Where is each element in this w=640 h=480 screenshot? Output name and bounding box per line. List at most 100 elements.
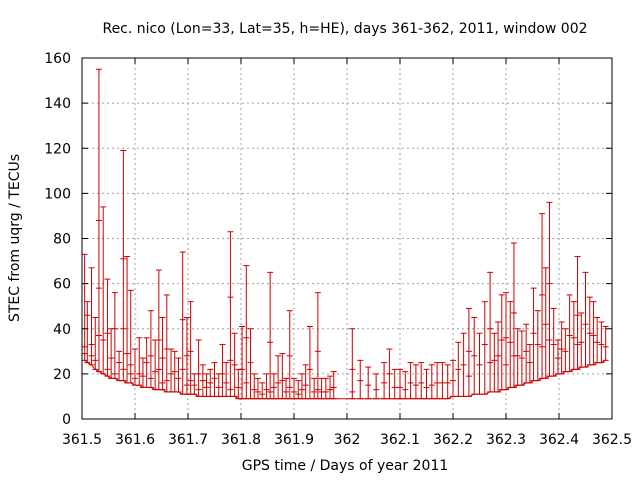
error-bar bbox=[566, 294, 573, 373]
error-bar bbox=[191, 373, 198, 395]
y-axis-label: STEC from uqrg / TECUs bbox=[7, 154, 23, 322]
x-tick-label: 362 bbox=[334, 432, 361, 448]
lower-envelope-line bbox=[84, 359, 606, 400]
error-bar bbox=[434, 362, 441, 400]
x-tick-label: 362.2 bbox=[433, 432, 473, 448]
error-bar bbox=[227, 231, 234, 397]
error-bar bbox=[235, 368, 242, 400]
error-bar bbox=[219, 344, 226, 397]
error-bar bbox=[546, 201, 553, 377]
error-bar bbox=[100, 206, 107, 375]
x-tick-label: 361.5 bbox=[62, 432, 102, 448]
error-bar bbox=[104, 278, 111, 377]
error-bars bbox=[81, 68, 609, 400]
error-bar bbox=[407, 362, 414, 400]
error-bar bbox=[254, 377, 261, 400]
error-bar bbox=[586, 296, 593, 366]
error-bar bbox=[267, 271, 274, 400]
error-bar bbox=[498, 294, 505, 391]
error-bar bbox=[373, 373, 380, 400]
error-bar bbox=[439, 362, 446, 400]
error-bar bbox=[507, 301, 514, 388]
x-axis-ticks: 361.5 361.6 361.7 361.8 361.9 362 362.1 362.2 36… bbox=[62, 58, 632, 448]
error-bar bbox=[243, 265, 250, 400]
error-bar bbox=[286, 310, 293, 400]
error-bar bbox=[147, 310, 154, 388]
error-bar bbox=[514, 328, 521, 386]
error-bar bbox=[402, 371, 409, 400]
y-tick-label: 140 bbox=[44, 96, 71, 112]
error-bar bbox=[283, 377, 290, 400]
error-bar bbox=[412, 364, 419, 400]
error-bar bbox=[120, 150, 127, 382]
error-bar bbox=[495, 321, 502, 393]
error-bar bbox=[132, 348, 138, 386]
error-bar bbox=[602, 325, 609, 361]
error-bar bbox=[594, 316, 601, 364]
x-tick-label: 362.4 bbox=[539, 432, 579, 448]
x-axis-label: GPS time / Days of year 2011 bbox=[242, 458, 449, 474]
y-tick-label: 20 bbox=[53, 367, 71, 383]
error-bar bbox=[275, 355, 282, 400]
error-bar bbox=[263, 373, 270, 400]
y-tick-label: 60 bbox=[53, 277, 71, 293]
error-bar bbox=[481, 301, 488, 395]
y-tick-label: 0 bbox=[62, 412, 71, 428]
error-bar bbox=[179, 251, 186, 395]
error-bar bbox=[92, 316, 99, 370]
error-bar bbox=[450, 359, 456, 397]
error-bar bbox=[163, 294, 170, 393]
x-tick-label: 361.9 bbox=[274, 432, 314, 448]
x-tick-label: 361.8 bbox=[221, 432, 261, 448]
y-tick-label: 160 bbox=[44, 51, 71, 67]
error-bar bbox=[582, 271, 589, 368]
error-bar bbox=[116, 350, 123, 382]
error-bar bbox=[534, 310, 541, 382]
error-bar-marks bbox=[81, 219, 609, 395]
chart-title: Rec. nico (Lon=33, Lat=35, h=HE), days 3… bbox=[102, 21, 587, 37]
error-bar bbox=[215, 373, 222, 397]
x-tick-label: 361.7 bbox=[168, 432, 208, 448]
error-bar bbox=[578, 312, 585, 368]
error-bar bbox=[251, 373, 258, 400]
error-bar bbox=[530, 287, 537, 382]
error-bar bbox=[550, 307, 557, 377]
error-bar bbox=[127, 289, 134, 384]
error-bar bbox=[476, 332, 483, 395]
error-bar bbox=[444, 364, 451, 400]
y-tick-label: 120 bbox=[44, 141, 71, 157]
error-bar bbox=[223, 362, 230, 397]
error-bar bbox=[108, 328, 115, 379]
error-bar bbox=[152, 339, 159, 391]
x-tick-label: 362.5 bbox=[592, 432, 632, 448]
error-bar bbox=[418, 362, 425, 400]
error-bar bbox=[259, 382, 266, 400]
error-bar bbox=[88, 267, 95, 366]
grid-lines bbox=[82, 58, 612, 419]
error-bar bbox=[526, 344, 533, 384]
error-bar bbox=[211, 362, 218, 397]
error-bar bbox=[124, 256, 131, 384]
y-axis-ticks: 0 20 40 60 80 100 120 140 160 bbox=[44, 51, 612, 428]
error-bar bbox=[542, 267, 549, 379]
error-bar bbox=[247, 328, 254, 400]
x-tick-label: 362.3 bbox=[486, 432, 526, 448]
error-bar bbox=[175, 357, 182, 393]
error-bar bbox=[203, 373, 210, 397]
error-bar bbox=[428, 364, 435, 400]
error-bar bbox=[539, 213, 546, 379]
x-tick-label: 361.6 bbox=[115, 432, 155, 448]
error-bar bbox=[365, 366, 372, 400]
error-bar bbox=[270, 373, 277, 400]
error-bar bbox=[159, 316, 166, 391]
error-bar bbox=[168, 348, 175, 393]
error-bar bbox=[465, 307, 472, 397]
y-tick-label: 100 bbox=[44, 186, 71, 202]
error-bar bbox=[311, 377, 318, 400]
error-bar bbox=[381, 362, 388, 400]
error-bar bbox=[503, 292, 509, 391]
y-tick-label: 40 bbox=[53, 322, 71, 338]
error-bar bbox=[322, 377, 329, 400]
error-bar bbox=[510, 242, 517, 388]
